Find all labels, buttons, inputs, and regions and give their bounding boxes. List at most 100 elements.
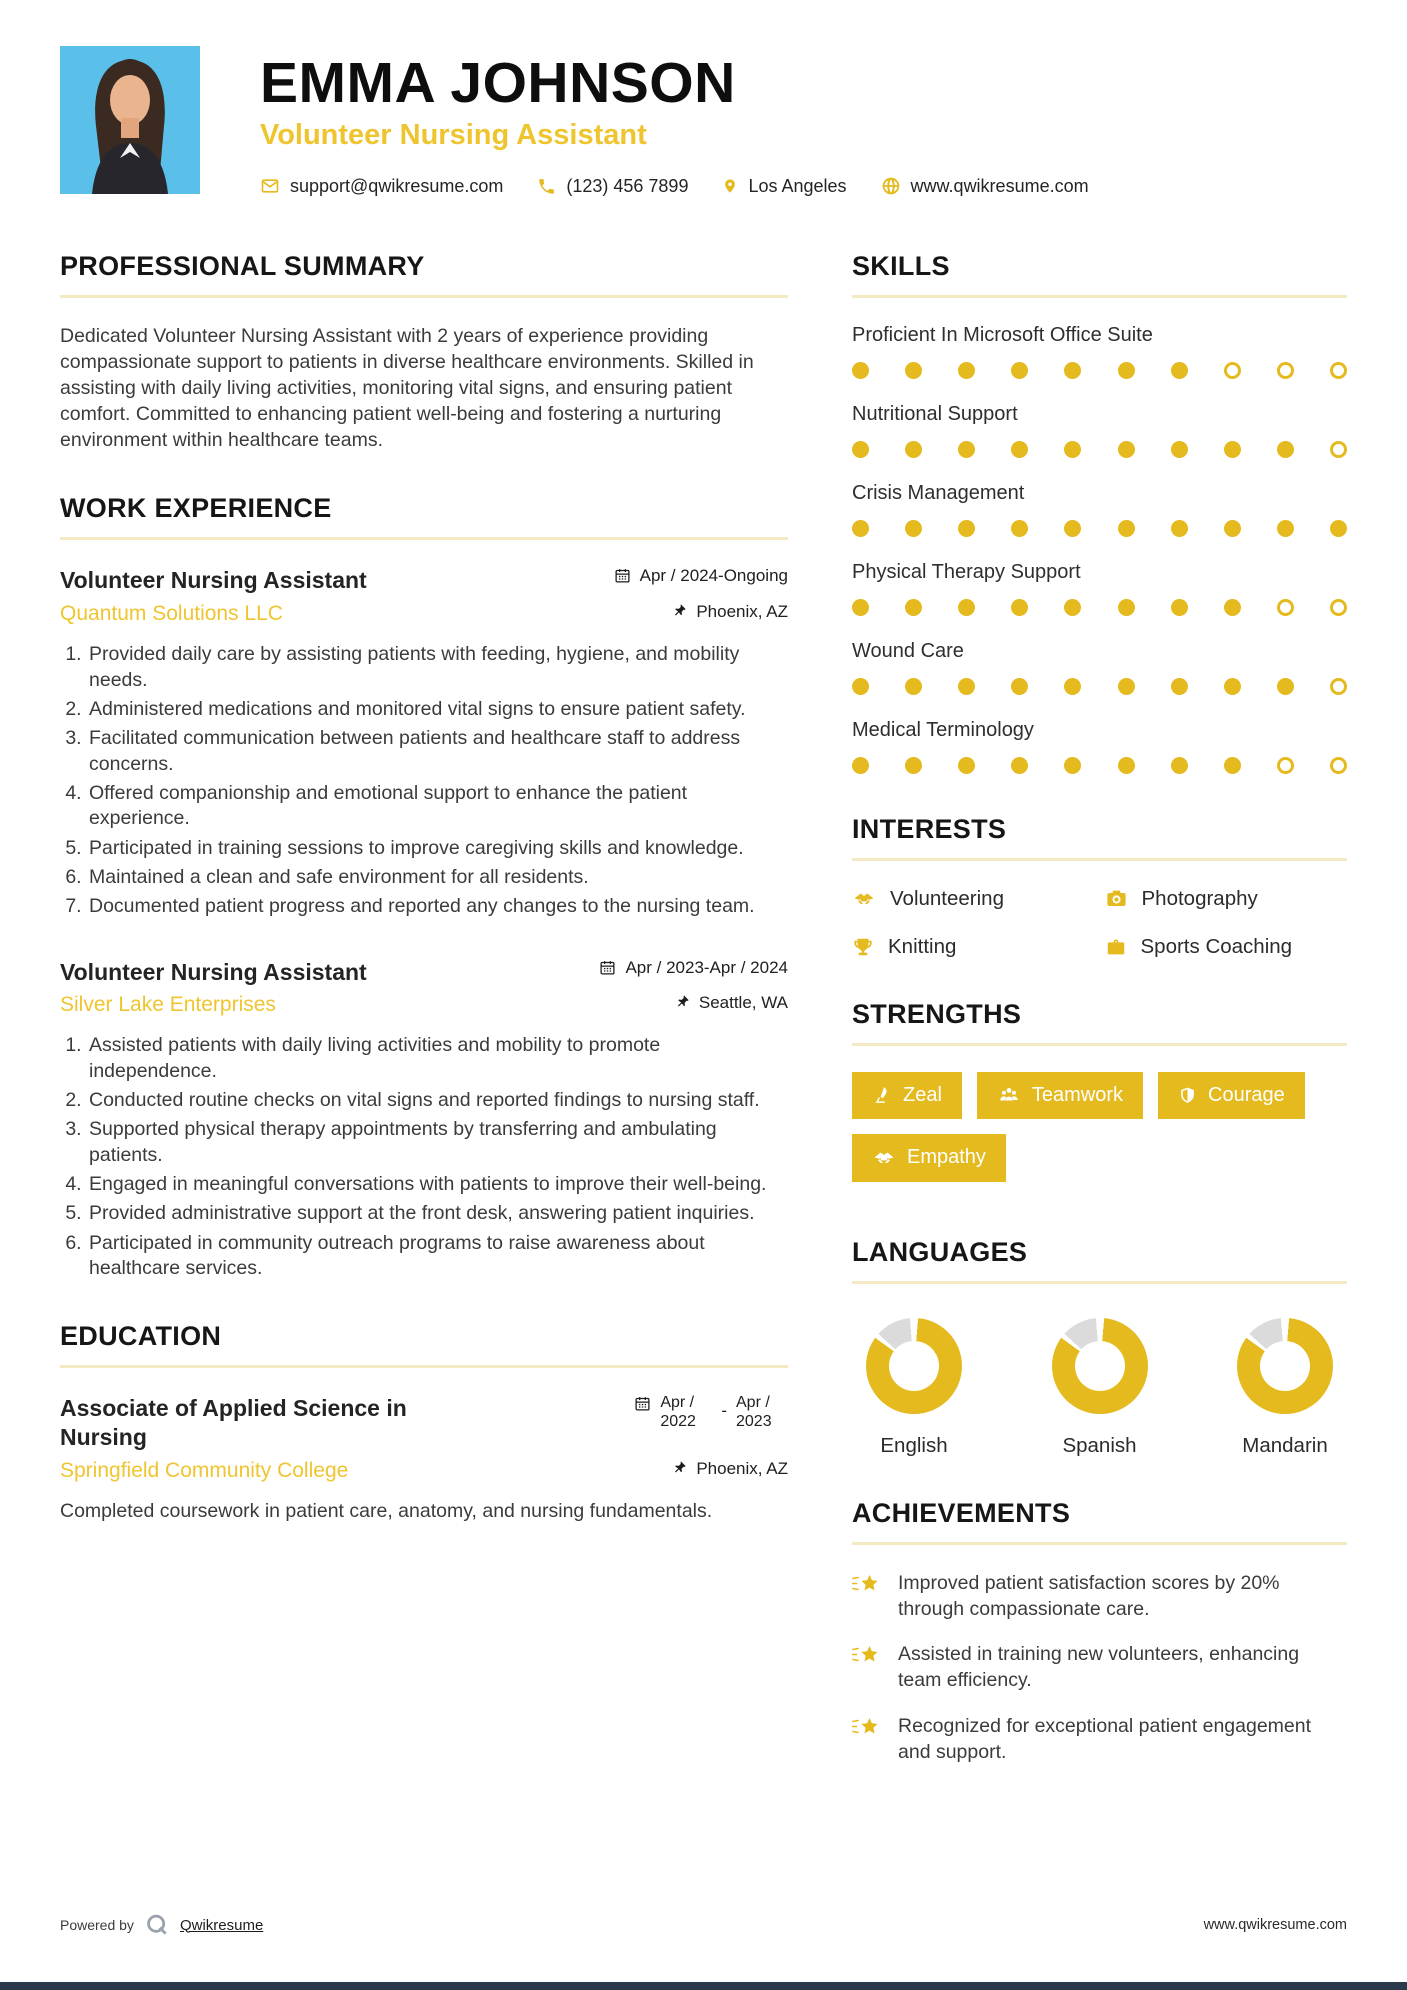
- skill-rating-dots: [852, 519, 1347, 537]
- section-title: EDUCATION: [60, 1321, 222, 1352]
- rating-dot-filled: [1170, 677, 1188, 695]
- rating-dot-filled: [1170, 756, 1188, 774]
- rating-dot-filled: [1064, 677, 1082, 695]
- rating-dot-filled: [1223, 440, 1241, 458]
- skill-rating-dots: [852, 598, 1347, 616]
- skill-rating-dots: [852, 361, 1347, 379]
- qwikresume-logo-icon: [144, 1912, 170, 1938]
- rating-dot-filled: [1064, 598, 1082, 616]
- rating-dot-filled: [1064, 756, 1082, 774]
- contact-item: (123) 456 7899: [537, 176, 688, 197]
- qwikresume-link[interactable]: Qwikresume: [179, 1916, 264, 1934]
- skill-rating-dots: [852, 756, 1347, 774]
- rating-dot-filled: [958, 677, 976, 695]
- contact-text: Los Angeles: [748, 175, 847, 196]
- job-location-text: Phoenix, AZ: [696, 602, 788, 622]
- section-strengths: STRENGTHS Zeal Teamwork Courage Empathy: [852, 999, 1347, 1197]
- person-job-title: Volunteer Nursing Assistant: [260, 118, 647, 151]
- camera-icon: [1105, 887, 1128, 910]
- education-dates: Apr / 2022 - Apr / 2023: [634, 1394, 788, 1431]
- interest-label: Photography: [1141, 886, 1258, 910]
- section-divider: [852, 1042, 1347, 1046]
- language-level-donut: [866, 1317, 962, 1414]
- section-title: ACHIEVEMENTS: [852, 1497, 1071, 1528]
- globe-icon: [881, 176, 901, 196]
- skill-rating-dots: [852, 440, 1347, 458]
- profile-photo-illustration: [60, 46, 200, 194]
- rating-dot-filled: [1170, 519, 1188, 537]
- skill-rating-dots: [852, 677, 1347, 695]
- right-column: SKILLS Proficient In Microsoft Office Su…: [852, 251, 1347, 1805]
- rating-dot-empty: [1276, 756, 1294, 774]
- bullet-item: Maintained a clean and safe environment …: [87, 865, 788, 890]
- pushpin-icon: [672, 1460, 687, 1475]
- language-level-donut: [1237, 1317, 1333, 1414]
- language-item: Mandarin: [1237, 1317, 1333, 1458]
- section-divider: [852, 294, 1347, 298]
- summary-text: Dedicated Volunteer Nursing Assistant wi…: [60, 324, 754, 451]
- section-divider: [852, 857, 1347, 861]
- section-divider: [60, 537, 788, 541]
- footer-site-url: www.qwikresume.com: [1203, 1917, 1347, 1933]
- education-location-text: Phoenix, AZ: [696, 1458, 788, 1478]
- rating-dot-filled: [1223, 519, 1241, 537]
- rating-dot-filled: [852, 756, 869, 774]
- contact-item: Los Angeles: [722, 175, 847, 197]
- interest-label: Knitting: [888, 934, 957, 958]
- rating-dot-empty: [1276, 361, 1294, 379]
- rating-dot-filled: [852, 677, 869, 695]
- job-dates: Apr / 2023-Apr / 2024: [599, 958, 788, 978]
- rating-dot-filled: [1011, 677, 1029, 695]
- skill-item: Medical Terminology: [852, 719, 1347, 774]
- rating-dot-filled: [1170, 440, 1188, 458]
- rating-dot-filled: [1276, 677, 1294, 695]
- skill-item: Nutritional Support: [852, 403, 1347, 458]
- bottom-accent-bar: [0, 1982, 1407, 1990]
- language-name: Spanish: [1062, 1433, 1137, 1457]
- section-title: PROFESSIONAL SUMMARY: [60, 250, 425, 281]
- bullet-item: Offered companionship and emotional supp…: [87, 781, 788, 832]
- rating-dot-filled: [1011, 756, 1029, 774]
- section-languages: LANGUAGES English Spanish Mandarin: [852, 1237, 1347, 1458]
- interests-list: Volunteering Photography Knitting Sports Co…: [852, 887, 1347, 959]
- achievement-item: Improved patient satisfaction scores by …: [852, 1571, 1347, 1622]
- bullet-item: Supported physical therapy appointments …: [87, 1117, 788, 1168]
- section-skills: SKILLS Proficient In Microsoft Office Su…: [852, 251, 1347, 774]
- achievement-item: Assisted in training new volunteers, enh…: [852, 1642, 1347, 1693]
- education-location: Phoenix, AZ: [672, 1459, 788, 1479]
- strength-label: Zeal: [903, 1083, 942, 1106]
- strength-badge: Empathy: [852, 1133, 1006, 1182]
- language-item: Spanish: [1051, 1317, 1148, 1458]
- powered-by-label: Powered by: [60, 1917, 134, 1933]
- star-icon: [852, 1572, 882, 1622]
- section-title: WORK EXPERIENCE: [60, 493, 332, 524]
- rating-dot-filled: [1011, 598, 1029, 616]
- job-location: Phoenix, AZ: [672, 602, 788, 622]
- rating-dot-filled: [905, 598, 923, 616]
- rating-dot-filled: [905, 440, 923, 458]
- section-title: STRENGTHS: [852, 998, 1022, 1029]
- section-interests: INTERESTS Volunteering Photography Knittin…: [852, 814, 1347, 959]
- bullet-item: Documented patient progress and reported…: [87, 894, 788, 919]
- rating-dot-filled: [1276, 519, 1294, 537]
- rating-dot-filled: [1064, 361, 1082, 379]
- skill-item: Crisis Management: [852, 482, 1347, 537]
- rating-dot-filled: [1223, 756, 1241, 774]
- achievement-item: Recognized for exceptional patient engag…: [852, 1714, 1347, 1765]
- left-column: PROFESSIONAL SUMMARY Dedicated Volunteer…: [60, 251, 788, 1805]
- achievement-text: Improved patient satisfaction scores by …: [898, 1571, 1280, 1620]
- strength-label: Empathy: [907, 1146, 986, 1169]
- rating-dot-filled: [1117, 756, 1135, 774]
- contact-text: (123) 456 7899: [566, 175, 689, 196]
- calendar-icon: [599, 959, 616, 976]
- section-title: INTERESTS: [852, 813, 1007, 844]
- rating-dot-empty: [1329, 440, 1347, 458]
- rating-dot-filled: [905, 677, 923, 695]
- calendar-icon: [614, 567, 631, 584]
- language-name: Mandarin: [1242, 1433, 1328, 1457]
- skills-list: Proficient In Microsoft Office Suite Nutr…: [852, 324, 1347, 774]
- bullet-item: Assisted patients with daily living acti…: [87, 1033, 788, 1084]
- bullet-item: Provided administrative support at the f…: [87, 1201, 788, 1226]
- section-title: SKILLS: [852, 250, 950, 281]
